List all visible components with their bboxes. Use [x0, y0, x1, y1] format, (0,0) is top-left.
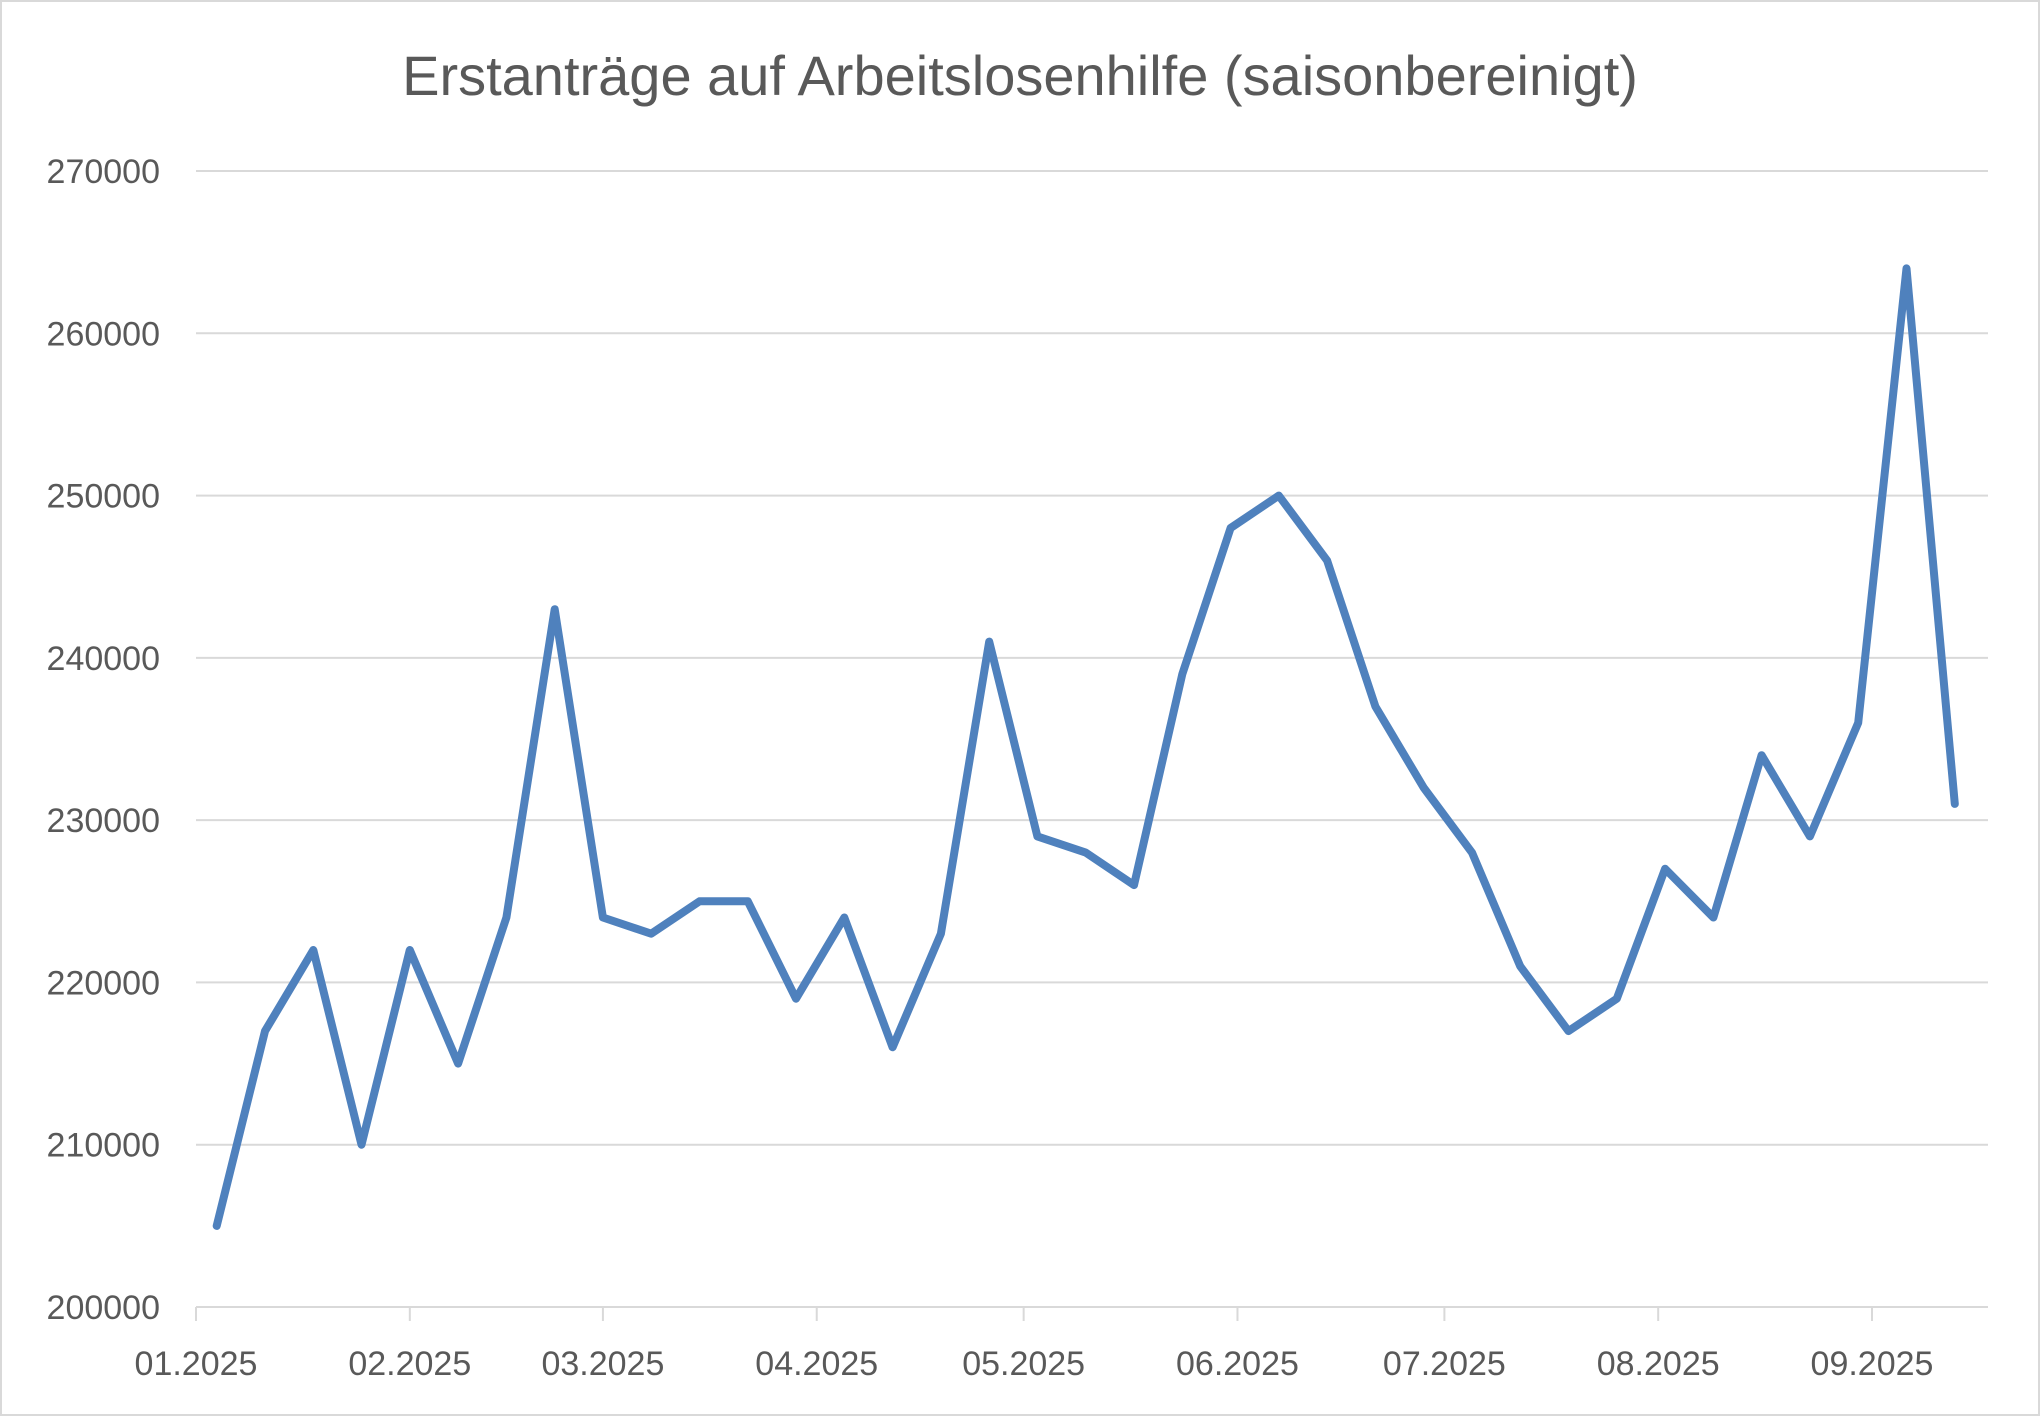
data-point: [1468, 849, 1475, 856]
data-point: [1227, 525, 1234, 532]
data-point: [1324, 557, 1331, 564]
data-point: [1710, 914, 1717, 921]
data-point: [1082, 849, 1089, 856]
data-point: [1903, 265, 1910, 272]
x-tick-label: 07.2025: [1383, 1345, 1506, 1383]
x-tick-label: 02.2025: [348, 1345, 471, 1383]
data-point: [1855, 719, 1862, 726]
data-point: [455, 1060, 462, 1067]
x-tick-label: 06.2025: [1176, 1345, 1299, 1383]
data-point: [1275, 492, 1282, 499]
data-point: [889, 1044, 896, 1051]
data-point: [1034, 833, 1041, 840]
gridlines: [196, 170, 1988, 1146]
data-point: [744, 898, 751, 905]
x-tick-label: 03.2025: [541, 1345, 664, 1383]
data-point: [986, 638, 993, 645]
x-tick-label: 04.2025: [755, 1345, 878, 1383]
series-line: [212, 264, 1959, 1230]
x-tick-label: 09.2025: [1811, 1345, 1934, 1383]
data-point: [599, 914, 606, 921]
data-point: [1662, 865, 1669, 872]
data-point: [358, 1141, 365, 1148]
x-axis: [195, 1306, 1988, 1321]
y-tick-label: 230000: [47, 802, 160, 840]
x-axis-tick-labels: 01.2025 02.2025 03.2025 04.2025 05.2025 06.20…: [135, 1345, 1934, 1383]
y-tick-label: 250000: [47, 478, 160, 516]
data-point: [261, 1028, 268, 1035]
data-point: [1131, 882, 1138, 889]
data-point: [937, 930, 944, 937]
x-tick-label: 01.2025: [135, 1345, 258, 1383]
data-point: [1565, 1028, 1572, 1035]
data-point: [1420, 784, 1427, 791]
y-tick-label: 210000: [47, 1127, 160, 1165]
data-point: [696, 898, 703, 905]
data-point: [1372, 703, 1379, 710]
data-point: [648, 930, 655, 937]
y-tick-label: 220000: [47, 964, 160, 1002]
data-point: [503, 914, 510, 921]
y-tick-label: 240000: [47, 640, 160, 678]
y-tick-label: 260000: [47, 315, 160, 353]
data-point: [1951, 800, 1958, 807]
data-point: [841, 914, 848, 921]
x-tick-label: 05.2025: [962, 1345, 1085, 1383]
chart-title: Erstanträge auf Arbeitslosenhilfe (saiso…: [402, 44, 1638, 107]
data-point: [551, 606, 558, 613]
data-point: [1613, 995, 1620, 1002]
y-axis-tick-labels: 200000 210000 220000 230000 240000 250000 2600…: [47, 153, 160, 1327]
data-point: [1517, 963, 1524, 970]
data-point: [406, 946, 413, 953]
data-point: [310, 946, 317, 953]
series-layer: [212, 264, 1959, 1230]
data-point: [1179, 671, 1186, 678]
y-tick-label: 200000: [47, 1289, 160, 1327]
data-point: [1806, 833, 1813, 840]
y-tick-label: 270000: [47, 153, 160, 191]
data-point: [213, 1222, 220, 1229]
x-tick-label: 08.2025: [1597, 1345, 1720, 1383]
data-point: [793, 995, 800, 1002]
data-point: [1758, 752, 1765, 759]
